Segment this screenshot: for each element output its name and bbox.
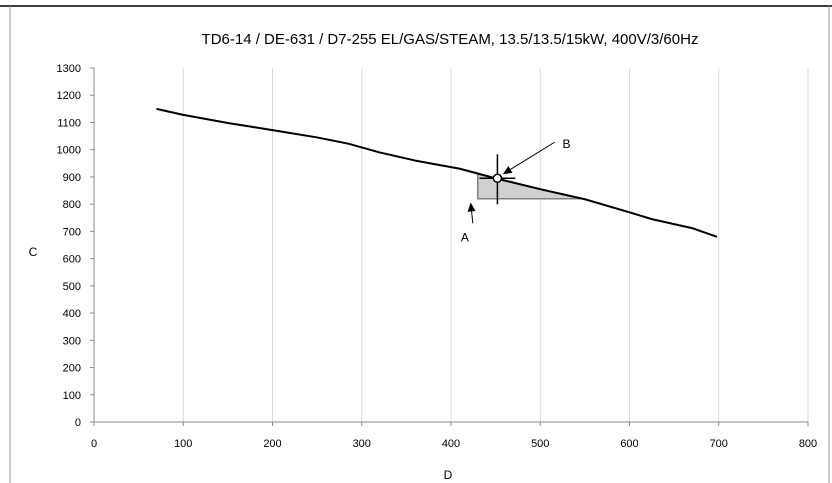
y-tick-label: 200 — [63, 363, 81, 375]
x-tick-label: 800 — [799, 438, 817, 450]
x-tick-label: 500 — [531, 438, 549, 450]
annotations: AB — [461, 137, 571, 244]
y-tick-label: 1000 — [57, 145, 81, 157]
annotation-label: B — [563, 137, 571, 151]
y-tick-label: 300 — [63, 335, 81, 347]
marker-point — [492, 173, 503, 184]
y-tick-label: 1300 — [57, 63, 81, 75]
x-tick-label: 0 — [91, 438, 97, 450]
y-tick-label: 700 — [63, 226, 81, 238]
annotation-label: A — [461, 230, 469, 244]
series-line — [156, 107, 718, 238]
x-axis-label: D — [444, 468, 453, 482]
series-group — [156, 107, 718, 238]
y-tick-label: 100 — [63, 390, 81, 402]
annotation-arrow-head — [467, 202, 476, 212]
x-tick-label: 600 — [620, 438, 638, 450]
y-axis-label: C — [29, 245, 38, 259]
y-tick-label: 1200 — [57, 90, 81, 102]
grid — [182, 68, 809, 422]
y-tick-label: 1100 — [57, 117, 81, 129]
x-tick-label: 700 — [710, 438, 728, 450]
x-tick-label: 100 — [174, 438, 192, 450]
annotation-arrow-line — [471, 211, 474, 224]
x-tick-label: 400 — [442, 438, 460, 450]
x-tick-label: 300 — [353, 438, 371, 450]
axes: 0100200300400500600700800900100011001200… — [57, 63, 818, 450]
y-tick-label: 800 — [63, 199, 81, 211]
y-tick-label: 900 — [63, 172, 81, 184]
annotation-arrow-line — [510, 141, 555, 170]
y-tick-label: 600 — [63, 254, 81, 266]
x-tick-label: 200 — [263, 438, 281, 450]
annotation-arrow-head — [502, 166, 513, 175]
y-tick-label: 500 — [63, 281, 81, 293]
chart-title: TD6-14 / DE-631 / D7-255 EL/GAS/STEAM, 1… — [202, 31, 699, 48]
y-tick-label: 0 — [75, 417, 81, 429]
y-tick-label: 400 — [63, 308, 81, 320]
